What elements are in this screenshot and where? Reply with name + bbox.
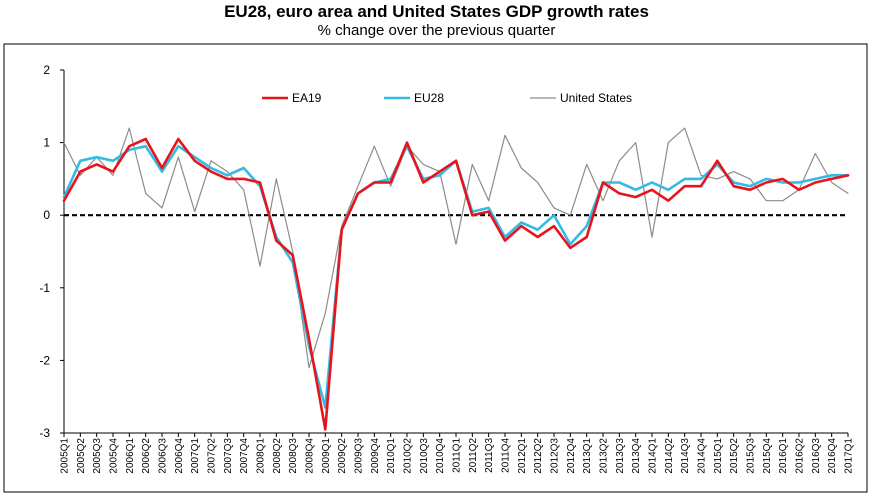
x-tick-label: 2014Q3 [680, 438, 691, 474]
x-tick-label: 2006Q3 [158, 438, 169, 474]
x-tick-label: 2011Q1 [452, 438, 463, 473]
y-tick-label: 1 [43, 136, 50, 150]
x-tick-label: 2010Q1 [386, 438, 397, 474]
x-tick-label: 2014Q1 [648, 438, 659, 474]
x-tick-label: 2013Q1 [582, 438, 593, 474]
x-tick-label: 2010Q2 [403, 438, 414, 474]
x-tick-label: 2009Q1 [321, 438, 332, 474]
x-tick-label: 2017Q1 [844, 438, 855, 474]
x-tick-label: 2009Q3 [354, 438, 365, 474]
x-tick-label: 2007Q4 [239, 438, 250, 474]
series-line-ea19 [62, 137, 850, 431]
y-tick-label: 2 [43, 63, 50, 77]
x-tick-label: 2015Q4 [762, 438, 773, 474]
x-tick-label: 2011Q4 [501, 438, 512, 473]
axes: 2 1 0 -1 -2 -3 2005Q1 2005Q2 2005Q3 2005Q4 2006Q1 2… [39, 63, 854, 474]
x-tick-label: 2016Q4 [827, 438, 838, 474]
x-tick-label: 2008Q1 [256, 438, 267, 474]
x-tick-label: 2008Q3 [288, 438, 299, 474]
x-tick-label: 2005Q1 [60, 438, 71, 474]
legend-label-ea19: EA19 [292, 91, 322, 105]
y-tick-label: -2 [39, 353, 50, 367]
x-tick-label: 2007Q3 [223, 438, 234, 474]
plot-frame [3, 43, 868, 493]
x-tick-label: 2006Q2 [141, 438, 152, 474]
x-tick-label: 2012Q1 [517, 438, 528, 474]
x-tick-label: 2005Q2 [76, 438, 87, 474]
chart-title: EU28, euro area and United States GDP gr… [224, 2, 649, 21]
x-tick-label: 2010Q4 [435, 438, 446, 474]
series-line-eu28 [62, 144, 850, 409]
x-tick-label: 2015Q3 [746, 438, 757, 474]
x-tick-label: 2009Q2 [337, 438, 348, 474]
legend-label-eu28: EU28 [414, 91, 444, 105]
x-tick-label: 2007Q2 [207, 438, 218, 474]
x-tick-label: 2006Q4 [174, 438, 185, 474]
legend-label-united-states: United States [560, 91, 632, 105]
x-tick-label: 2012Q3 [550, 438, 561, 474]
x-tick-label: 2010Q3 [419, 438, 430, 474]
x-tick-label: 2016Q2 [795, 438, 806, 474]
series-line-united-states [63, 127, 849, 369]
y-tick-label: -3 [39, 426, 50, 440]
x-tick-label: 2012Q2 [533, 438, 544, 474]
x-tick-label: 2011Q3 [484, 438, 495, 473]
x-tick-label: 2012Q4 [566, 438, 577, 474]
y-tick-label: 0 [43, 208, 50, 222]
x-tick-label: 2016Q1 [778, 438, 789, 474]
x-tick-label: 2007Q1 [190, 438, 201, 474]
x-tick-label: 2015Q1 [713, 438, 724, 474]
x-tick-label: 2009Q4 [370, 438, 381, 474]
x-tick-label: 2013Q3 [615, 438, 626, 474]
chart-subtitle: % change over the previous quarter [317, 22, 556, 39]
x-tick-label: 2014Q2 [664, 438, 675, 474]
x-tick-label: 2005Q3 [92, 438, 103, 474]
x-tick-label: 2013Q2 [599, 438, 610, 474]
x-tick-label: 2011Q2 [468, 438, 479, 473]
x-tick-label: 2016Q3 [811, 438, 822, 474]
x-tick-label: 2005Q4 [109, 438, 120, 474]
x-tick-label: 2008Q4 [305, 438, 316, 474]
x-tick-label: 2015Q2 [729, 438, 740, 474]
x-tick-label: 2013Q4 [631, 438, 642, 474]
x-tick-label: 2006Q1 [125, 438, 136, 474]
x-tick-label: 2008Q2 [272, 438, 283, 474]
series-lines [62, 127, 850, 431]
legend: EA19 EU28 United States [262, 91, 632, 105]
y-tick-label: -1 [39, 281, 50, 295]
x-tick-label: 2014Q4 [697, 438, 708, 474]
